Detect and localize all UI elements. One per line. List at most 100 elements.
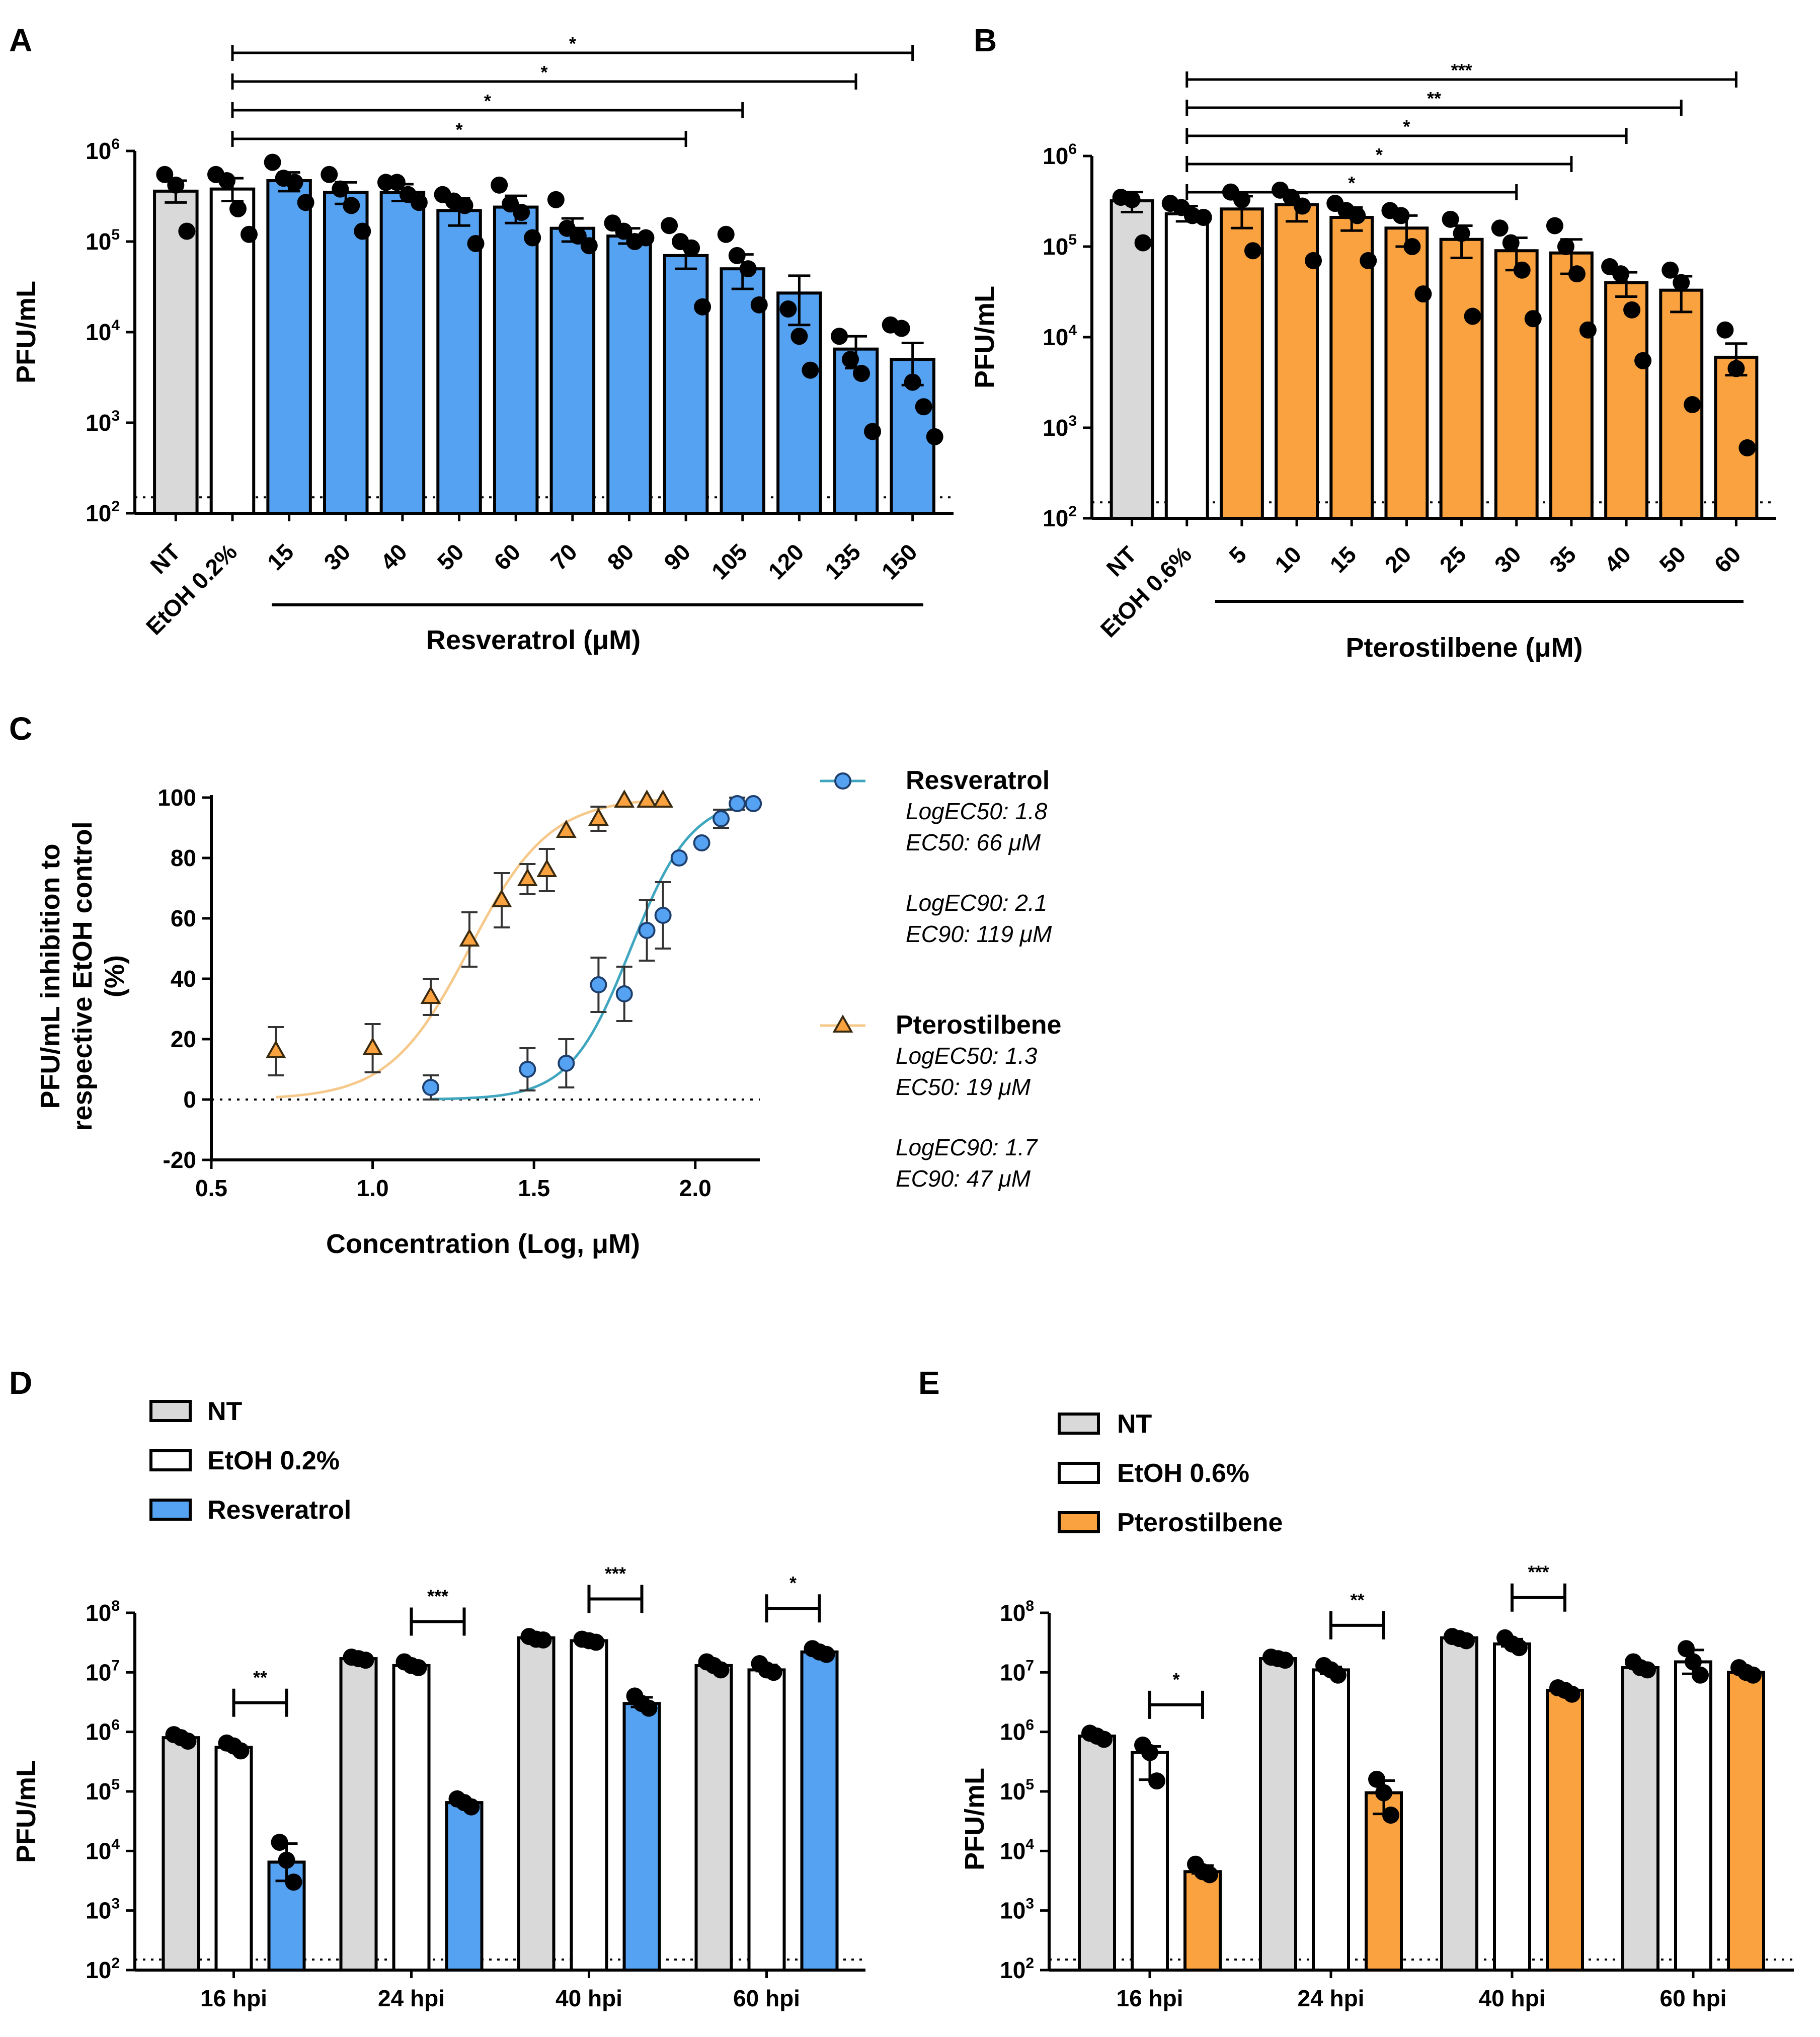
panel-a-xlabel: Resveratrol (μM) xyxy=(426,625,641,655)
panel-d-significance-label: * xyxy=(789,1573,797,1593)
panel-a-data-point xyxy=(456,197,473,214)
panel-a-data-point xyxy=(802,361,819,379)
panel-e-data-point xyxy=(1148,1772,1165,1790)
panel-c-pterostilbene-point xyxy=(517,868,538,886)
panel-d-ytick-exp: 6 xyxy=(111,1717,120,1734)
panel-a-significance-label: * xyxy=(569,33,576,54)
panel-a-data-point xyxy=(864,423,882,440)
panel-d-data-point xyxy=(712,1661,730,1679)
panel-d-data-point xyxy=(410,1659,427,1676)
panel-b-bar xyxy=(1549,251,1594,520)
legend-pterostilbene-logec50: LogEC50: 1.3 xyxy=(896,1043,1038,1069)
panel-b-ytick-exp: 5 xyxy=(1068,231,1077,248)
panel-d-bar xyxy=(339,1657,378,1972)
panel-e-bar xyxy=(1674,1660,1712,1972)
panel-b-data-point xyxy=(1233,191,1250,208)
panel-e-data-point xyxy=(1375,1784,1392,1801)
panel-e-ytick-exp: 4 xyxy=(1025,1836,1034,1852)
panel-c-resveratrol-point xyxy=(519,1061,536,1078)
panel-a-bar xyxy=(606,234,652,515)
panel-b-ytick-base: 10 xyxy=(1043,143,1068,169)
panel-a-data-point xyxy=(580,237,598,255)
panel-e-ylabel: PFU/mL xyxy=(960,1768,990,1870)
panel-c-resveratrol-point xyxy=(745,795,762,812)
panel-a-bar xyxy=(493,205,539,515)
panel-letter-c: C xyxy=(9,711,32,747)
legend-resveratrol-ec90: EC90: 119 μM xyxy=(906,921,1052,947)
panel-b-data-point xyxy=(1716,321,1734,339)
panel-b-bar xyxy=(1164,212,1209,520)
panel-b-ytick-label: 102 xyxy=(1043,503,1077,531)
panel-d-significance-label: ** xyxy=(253,1667,267,1688)
panel-e-legend-etoh-swatch xyxy=(1058,1462,1100,1484)
panel-e-xtick-label: 24 hpi xyxy=(1298,1985,1365,2011)
legend-pterostilbene-ec90: EC90: 47 μM xyxy=(896,1165,1031,1192)
panel-e-xtick-label: 40 hpi xyxy=(1479,1985,1546,2011)
panel-b-data-point xyxy=(1546,217,1563,234)
panel-a-data-point xyxy=(739,260,757,278)
panel-b-data-point xyxy=(1442,210,1459,228)
panel-e-ytick-base: 10 xyxy=(1000,1600,1025,1626)
panel-e-bar xyxy=(1312,1668,1350,1972)
panel-c-pterostilbene-point xyxy=(420,985,441,1004)
panel-d-ytick-base: 10 xyxy=(86,1898,111,1924)
panel-d-bar xyxy=(800,1650,839,1972)
panel-d-ytick-exp: 4 xyxy=(111,1836,120,1852)
panel-a-data-point xyxy=(467,235,485,253)
panel-e-ytick-exp: 6 xyxy=(1025,1717,1034,1734)
panel-b-data-point xyxy=(1623,301,1641,319)
panel-e-bar xyxy=(1493,1642,1531,1972)
panel-e-significance-label: * xyxy=(1172,1669,1179,1690)
panel-b-data-point xyxy=(1464,307,1481,325)
panel-c-pterostilbene-point xyxy=(265,1040,286,1058)
legend-pterostilbene-marker xyxy=(832,1014,853,1033)
panel-a-data-point xyxy=(569,227,587,245)
panel-a-data-point xyxy=(926,428,943,445)
panel-a-data-point xyxy=(717,225,735,243)
panel-b-ytick-exp: 3 xyxy=(1068,413,1077,429)
panel-a-data-point xyxy=(661,217,678,234)
panel-c-pterostilbene-point xyxy=(653,789,674,808)
panel-b-data-point xyxy=(1392,207,1410,224)
panel-a-ytick-exp: 6 xyxy=(111,136,120,152)
panel-a-data-point xyxy=(779,300,797,318)
panel-c-pterostilbene-point xyxy=(614,789,635,808)
panel-b-ytick-label: 106 xyxy=(1043,141,1077,169)
panel-d-bar xyxy=(214,1746,253,1972)
panel-e-xtick-label: 16 hpi xyxy=(1117,1985,1183,2011)
panel-c-pterostilbene-point xyxy=(362,1037,383,1055)
panel-d-data-point xyxy=(285,1873,302,1891)
panel-c-resveratrol-point xyxy=(615,985,633,1002)
panel-a-ytick-base: 10 xyxy=(86,319,111,345)
panel-d-data-point xyxy=(462,1798,480,1816)
panel-d-ytick-label: 103 xyxy=(86,1896,120,1924)
panel-d-data-point xyxy=(818,1646,835,1663)
panel-b-ytick-label: 104 xyxy=(1043,322,1077,350)
panel-a-data-point xyxy=(694,298,711,316)
panel-a-ytick-base: 10 xyxy=(86,138,111,164)
panel-e-ytick-label: 102 xyxy=(1000,1955,1034,1983)
panel-b-ytick-exp: 2 xyxy=(1068,503,1077,520)
panel-d-xtick-label: 24 hpi xyxy=(378,1985,445,2011)
panel-e-data-point xyxy=(1141,1744,1158,1761)
panel-a-significance-label: * xyxy=(484,91,491,111)
panel-b-data-point xyxy=(1634,352,1652,369)
panel-e-data-point xyxy=(1382,1807,1399,1824)
panel-c-ytick-label: 100 xyxy=(157,785,196,811)
panel-e-bar xyxy=(1078,1735,1116,1972)
panel-a-data-point xyxy=(167,176,185,194)
panel-e-data-point xyxy=(1201,1866,1218,1884)
panel-e-data-point xyxy=(1639,1661,1656,1679)
panel-c-resveratrol-point xyxy=(713,810,730,827)
panel-a-ytick-base: 10 xyxy=(86,228,111,255)
panel-c-resveratrol-point xyxy=(638,922,656,939)
panel-d-bar xyxy=(517,1636,556,1972)
panel-b-bar xyxy=(1494,249,1539,520)
panel-b-data-point xyxy=(1661,261,1679,279)
panel-d-data-point xyxy=(278,1851,295,1869)
panel-d-ytick-label: 102 xyxy=(86,1955,120,1983)
panel-a-data-point xyxy=(790,328,808,345)
panel-e-ytick-exp: 3 xyxy=(1025,1896,1034,1912)
panel-e-pterostilbene-timecourse-chart: PFU/mL NT EtOH 0.6% Pterostilbene 102103… xyxy=(960,1409,1794,2011)
panel-e-data-point xyxy=(1745,1666,1762,1684)
